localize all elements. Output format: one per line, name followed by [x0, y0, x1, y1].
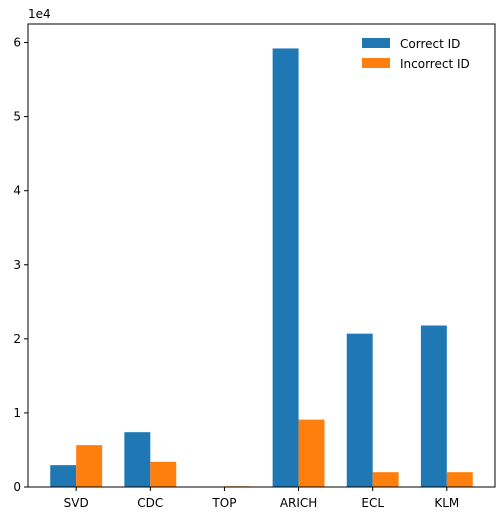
legend-swatch-incorrect-id [362, 58, 390, 68]
y-tick-label: 5 [13, 110, 21, 124]
x-tick-label-arich: ARICH [280, 496, 318, 510]
y-tick-label: 2 [13, 332, 21, 346]
x-tick-label-klm: KLM [434, 496, 459, 510]
x-tick-label-svd: SVD [64, 496, 89, 510]
y-offset-label: 1e4 [28, 7, 51, 21]
x-tick-label-top: TOP [211, 496, 236, 510]
bar-incorrect-id-klm [446, 472, 473, 487]
bar-incorrect-id-ecl [372, 472, 399, 487]
x-tick-label-ecl: ECL [361, 496, 384, 510]
legend-label-correct-id: Correct ID [400, 37, 460, 51]
legend-label-incorrect-id: Incorrect ID [400, 57, 470, 71]
bar-correct-id-cdc [124, 432, 151, 487]
y-tick-label: 1 [13, 406, 21, 420]
bar-incorrect-id-cdc [150, 461, 177, 487]
bar-incorrect-id-svd [76, 445, 103, 487]
x-tick-label-cdc: CDC [137, 496, 163, 510]
axes-layer: 0 1 2 3 4 5 6 1e4 SVD CDC TOP ARICH ECL KLM [13, 7, 496, 510]
bar-correct-id-svd [50, 465, 77, 487]
y-tick-label: 6 [13, 36, 21, 50]
y-tick-label: 0 [13, 480, 21, 494]
bar-incorrect-id-arich [298, 419, 325, 487]
bars-layer [50, 48, 473, 487]
plot-frame [27, 23, 496, 488]
bar-correct-id-ecl [346, 333, 373, 487]
y-tick-label: 4 [13, 184, 21, 198]
legend: Correct ID Incorrect ID [362, 37, 470, 71]
legend-swatch-correct-id [362, 38, 390, 48]
bar-correct-id-klm [420, 325, 447, 487]
bar-correct-id-arich [272, 48, 299, 487]
y-tick-label: 3 [13, 258, 21, 272]
